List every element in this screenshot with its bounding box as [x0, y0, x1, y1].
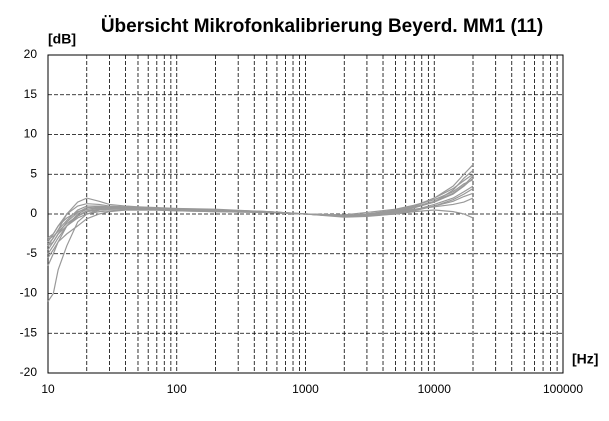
y-tick-label: -10 [20, 286, 38, 300]
x-tick-label: 10000 [418, 382, 452, 396]
y-tick-label: 15 [24, 87, 38, 101]
x-axis-label: [Hz] [572, 351, 598, 367]
x-tick-label: 100000 [543, 382, 583, 396]
x-tick-label: 100 [167, 382, 187, 396]
series-line [47, 177, 474, 247]
y-tick-label: -20 [20, 365, 38, 379]
y-tick-label: -5 [26, 246, 37, 260]
chart-title: Übersicht Mikrofonkalibrierung Beyerd. M… [101, 16, 543, 37]
series-line [47, 169, 474, 302]
y-tick-label: 0 [30, 206, 37, 220]
plot-border [47, 54, 564, 374]
series-line [47, 164, 474, 266]
y-tick-label: 5 [30, 166, 37, 180]
series-line [47, 185, 474, 245]
x-tick-label: 10 [41, 382, 55, 396]
series-line [47, 188, 474, 255]
y-tick-label: -15 [20, 325, 38, 339]
y-axis-label: [dB] [48, 31, 76, 47]
y-tick-label: 20 [24, 47, 38, 61]
y-tick-label: 10 [24, 127, 38, 141]
x-tick-label: 1000 [292, 382, 319, 396]
series-line [47, 192, 474, 259]
series-line [47, 173, 474, 240]
